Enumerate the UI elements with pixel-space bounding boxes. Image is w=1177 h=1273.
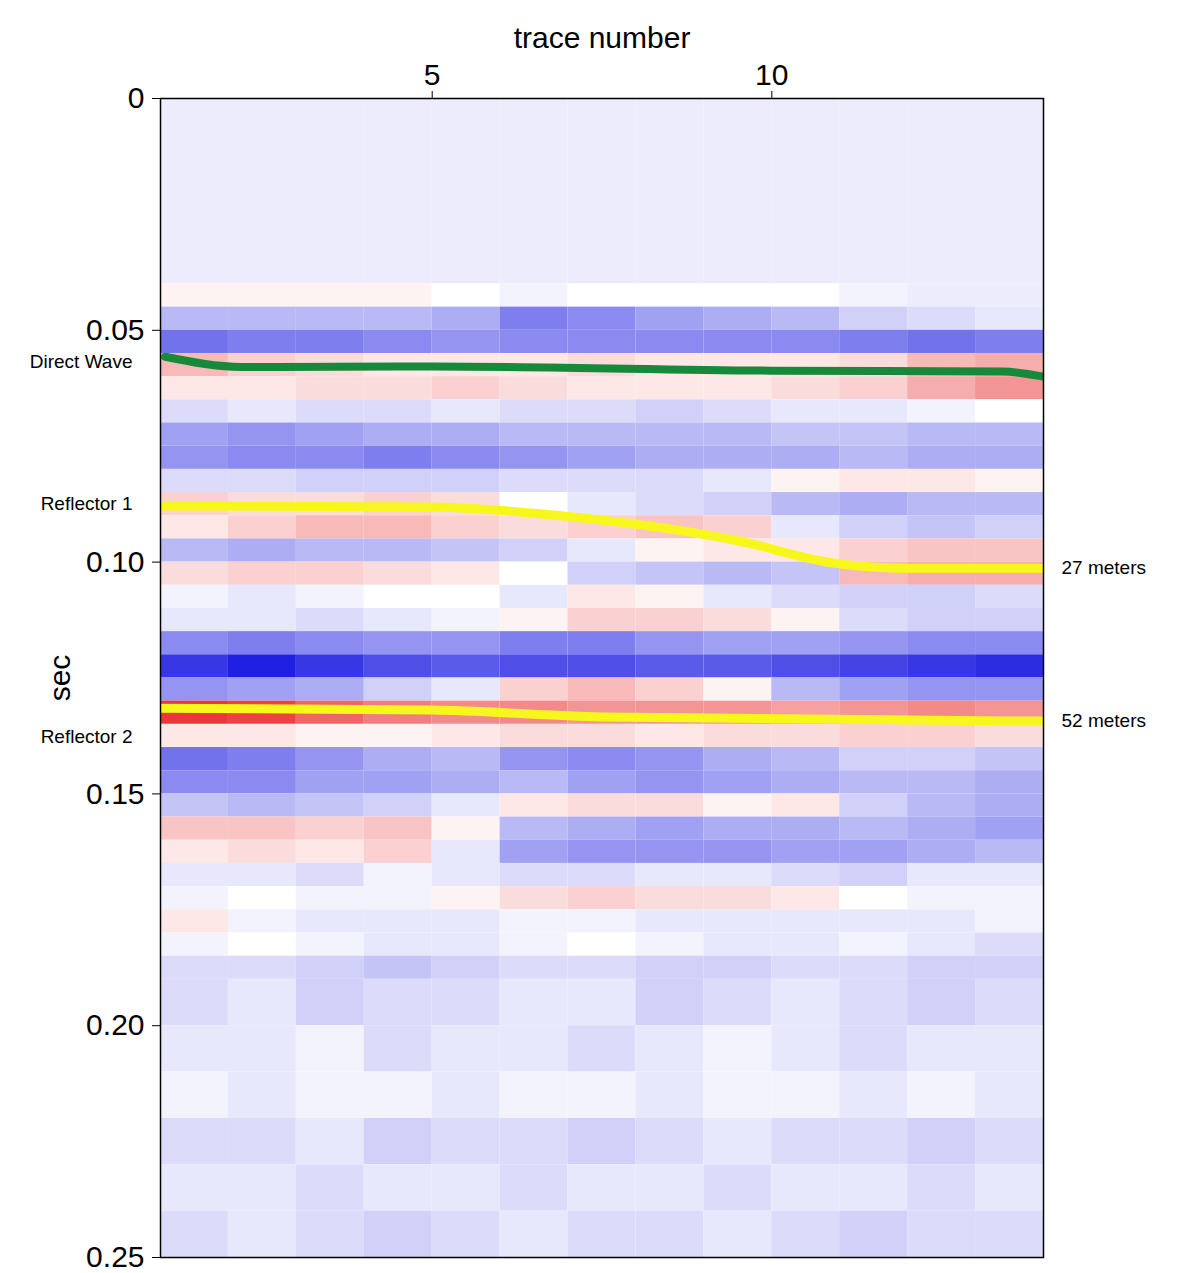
svg-text:0: 0 bbox=[128, 81, 145, 114]
svg-text:0.20: 0.20 bbox=[86, 1008, 144, 1041]
svg-text:Direct Wave: Direct Wave bbox=[30, 351, 133, 372]
svg-text:52 meters: 52 meters bbox=[1062, 710, 1146, 731]
svg-text:10: 10 bbox=[755, 58, 788, 91]
svg-text:0.05: 0.05 bbox=[86, 313, 144, 346]
svg-text:trace number: trace number bbox=[514, 21, 691, 54]
svg-text:Reflector 1: Reflector 1 bbox=[41, 493, 133, 514]
svg-text:0.15: 0.15 bbox=[86, 777, 144, 810]
svg-text:5: 5 bbox=[424, 58, 441, 91]
svg-text:0.10: 0.10 bbox=[86, 545, 144, 578]
svg-text:sec: sec bbox=[43, 655, 76, 702]
svg-text:Reflector 2: Reflector 2 bbox=[41, 726, 133, 747]
svg-text:0.25: 0.25 bbox=[86, 1240, 144, 1273]
svg-text:27 meters: 27 meters bbox=[1062, 557, 1146, 578]
